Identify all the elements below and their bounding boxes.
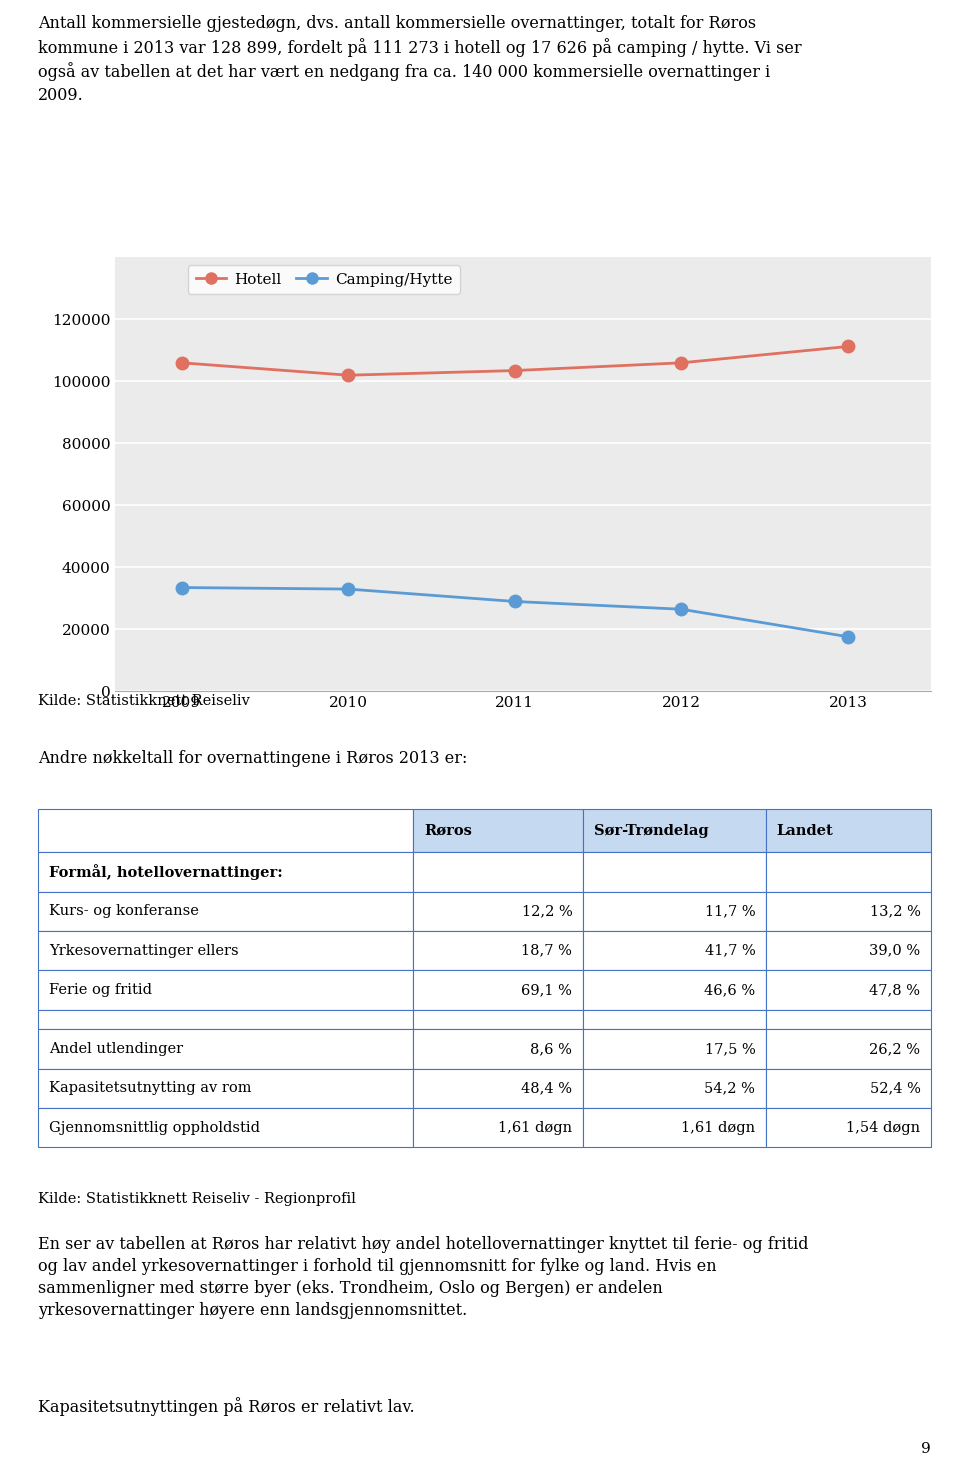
Bar: [583, 971, 766, 1009]
Text: Gjennomsnittlig oppholdstid: Gjennomsnittlig oppholdstid: [49, 1121, 260, 1134]
Text: 54,2 %: 54,2 %: [705, 1081, 756, 1096]
Bar: [766, 971, 931, 1009]
Bar: [38, 852, 414, 891]
Bar: [766, 1068, 931, 1108]
Bar: [414, 971, 583, 1009]
Text: Andre nøkkeltall for overnattingene i Røros 2013 er:: Andre nøkkeltall for overnattingene i Rø…: [38, 750, 468, 768]
Bar: [583, 1030, 766, 1068]
Text: 69,1 %: 69,1 %: [521, 983, 572, 997]
Bar: [414, 1068, 583, 1108]
Bar: [766, 891, 931, 931]
Text: 8,6 %: 8,6 %: [531, 1041, 572, 1056]
Bar: [766, 1108, 931, 1147]
Text: 48,4 %: 48,4 %: [521, 1081, 572, 1096]
Bar: [583, 809, 766, 852]
Bar: [583, 1108, 766, 1147]
Bar: [583, 1009, 766, 1030]
Bar: [38, 1009, 414, 1030]
Text: Kilde: Statistikknett Reiseliv: Kilde: Statistikknett Reiseliv: [38, 694, 251, 709]
Text: 13,2 %: 13,2 %: [870, 905, 921, 918]
Text: Yrkesovernattinger ellers: Yrkesovernattinger ellers: [49, 944, 239, 958]
Bar: [38, 1030, 414, 1068]
Bar: [38, 971, 414, 1009]
Text: 18,7 %: 18,7 %: [521, 944, 572, 958]
Text: 52,4 %: 52,4 %: [870, 1081, 921, 1096]
Text: Ferie og fritid: Ferie og fritid: [49, 983, 152, 997]
Bar: [414, 1009, 583, 1030]
Bar: [766, 1030, 931, 1068]
Bar: [766, 809, 931, 852]
Bar: [766, 931, 931, 971]
Bar: [583, 891, 766, 931]
Bar: [38, 931, 414, 971]
Text: 11,7 %: 11,7 %: [705, 905, 756, 918]
Bar: [583, 931, 766, 971]
Bar: [38, 1068, 414, 1108]
Text: 1,61 døgn: 1,61 døgn: [498, 1121, 572, 1134]
Text: Kurs- og konferanse: Kurs- og konferanse: [49, 905, 199, 918]
Text: Kapasitetsutnyttingen på Røros er relativt lav.: Kapasitetsutnyttingen på Røros er relati…: [38, 1397, 415, 1417]
Text: Kilde: Statistikknett Reiseliv - Regionprofil: Kilde: Statistikknett Reiseliv - Regionp…: [38, 1192, 356, 1206]
Bar: [38, 891, 414, 931]
Bar: [414, 931, 583, 971]
Text: 1,54 døgn: 1,54 døgn: [847, 1121, 921, 1134]
Bar: [414, 809, 583, 852]
Text: En ser av tabellen at Røros har relativt høy andel hotellovernattinger knyttet t: En ser av tabellen at Røros har relativt…: [38, 1236, 809, 1319]
Bar: [583, 1068, 766, 1108]
Text: 17,5 %: 17,5 %: [705, 1041, 756, 1056]
Text: 47,8 %: 47,8 %: [870, 983, 921, 997]
Legend: Hotell, Camping/Hytte: Hotell, Camping/Hytte: [188, 265, 460, 294]
Bar: [766, 1009, 931, 1030]
Bar: [38, 1108, 414, 1147]
Text: Sør-Trøndelag: Sør-Trøndelag: [593, 824, 708, 837]
Text: Antall kommersielle gjestedøgn, dvs. antall kommersielle overnattinger, totalt f: Antall kommersielle gjestedøgn, dvs. ant…: [38, 15, 802, 103]
Text: 9: 9: [922, 1442, 931, 1456]
Text: 12,2 %: 12,2 %: [521, 905, 572, 918]
Text: 41,7 %: 41,7 %: [705, 944, 756, 958]
Text: Røros: Røros: [424, 824, 472, 837]
Text: Formål, hotellovernattinger:: Formål, hotellovernattinger:: [49, 863, 283, 880]
Bar: [414, 852, 583, 891]
Bar: [414, 1030, 583, 1068]
Bar: [583, 852, 766, 891]
Text: 26,2 %: 26,2 %: [870, 1041, 921, 1056]
Text: Andel utlendinger: Andel utlendinger: [49, 1041, 183, 1056]
Bar: [766, 852, 931, 891]
Text: Kapasitetsutnytting av rom: Kapasitetsutnytting av rom: [49, 1081, 252, 1096]
Text: Landet: Landet: [777, 824, 833, 837]
Text: 46,6 %: 46,6 %: [705, 983, 756, 997]
Bar: [414, 1108, 583, 1147]
Bar: [414, 891, 583, 931]
Bar: [38, 809, 414, 852]
Text: 39,0 %: 39,0 %: [870, 944, 921, 958]
Text: 1,61 døgn: 1,61 døgn: [682, 1121, 756, 1134]
